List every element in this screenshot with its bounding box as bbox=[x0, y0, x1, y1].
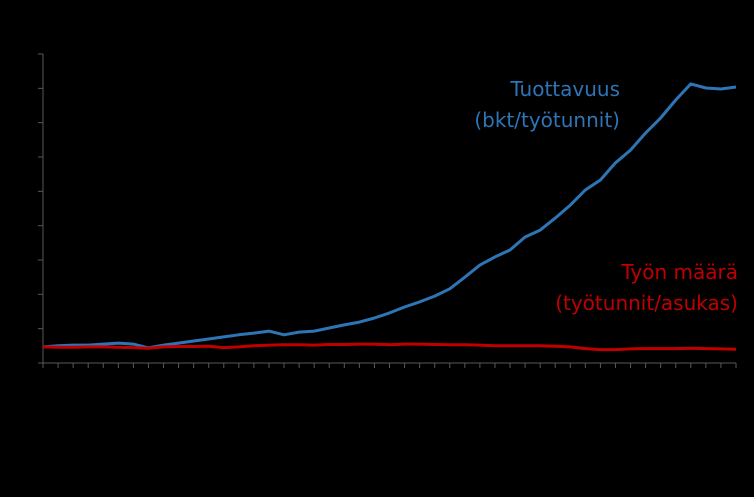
series-label: Työn määrä (työtunnit/asukas) bbox=[555, 260, 738, 315]
series-line bbox=[42, 342, 737, 352]
series-label: Tuottavuus (bkt/työtunnit) bbox=[474, 77, 620, 132]
